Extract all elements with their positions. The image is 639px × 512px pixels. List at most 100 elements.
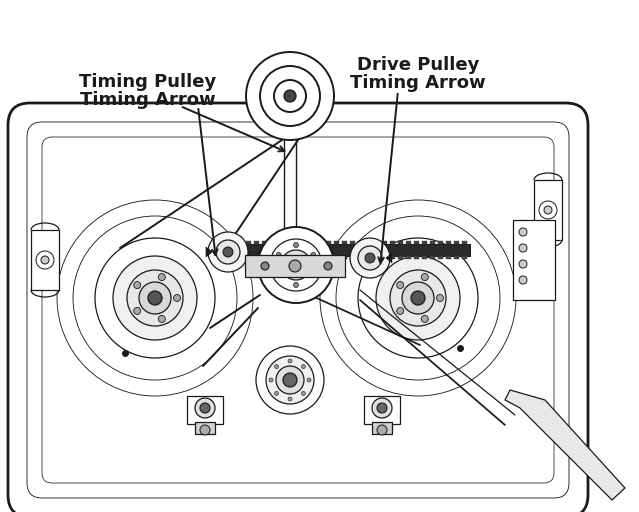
Bar xyxy=(246,241,251,244)
Bar xyxy=(214,241,219,244)
Circle shape xyxy=(390,270,446,326)
Bar xyxy=(262,256,267,259)
Circle shape xyxy=(372,398,392,418)
Circle shape xyxy=(256,346,324,414)
Text: Timing Pulley: Timing Pulley xyxy=(79,73,217,91)
Circle shape xyxy=(158,315,166,323)
Bar xyxy=(350,241,355,244)
Circle shape xyxy=(421,315,428,323)
Circle shape xyxy=(302,392,305,395)
Circle shape xyxy=(519,260,527,268)
Bar xyxy=(358,256,363,259)
Bar xyxy=(372,422,392,434)
Circle shape xyxy=(134,282,141,289)
Bar xyxy=(454,241,459,244)
Bar xyxy=(310,241,315,244)
Bar xyxy=(366,241,371,244)
Circle shape xyxy=(284,90,296,102)
Circle shape xyxy=(134,307,141,314)
Circle shape xyxy=(293,243,298,247)
Circle shape xyxy=(350,238,390,278)
Circle shape xyxy=(158,273,166,281)
Bar xyxy=(31,230,59,290)
Bar xyxy=(278,256,283,259)
Bar xyxy=(430,241,435,244)
Circle shape xyxy=(41,256,49,264)
Circle shape xyxy=(174,294,180,302)
Circle shape xyxy=(397,307,404,314)
Bar xyxy=(390,256,395,259)
Circle shape xyxy=(200,403,210,413)
Circle shape xyxy=(519,276,527,284)
Circle shape xyxy=(208,232,248,272)
Circle shape xyxy=(200,425,210,435)
Circle shape xyxy=(544,206,552,214)
Bar xyxy=(294,241,299,244)
Bar xyxy=(302,241,307,244)
Bar xyxy=(364,396,400,424)
Bar xyxy=(350,256,355,259)
Bar xyxy=(238,256,243,259)
FancyBboxPatch shape xyxy=(8,103,588,512)
Bar xyxy=(446,241,451,244)
Bar xyxy=(438,256,443,259)
Circle shape xyxy=(358,246,382,270)
Bar xyxy=(212,244,470,256)
Bar xyxy=(342,241,347,244)
Bar xyxy=(187,396,223,424)
Bar xyxy=(422,256,427,259)
Circle shape xyxy=(324,262,332,270)
Circle shape xyxy=(377,425,387,435)
Circle shape xyxy=(127,270,183,326)
Circle shape xyxy=(289,260,301,272)
Bar xyxy=(222,256,227,259)
Circle shape xyxy=(290,259,302,271)
Circle shape xyxy=(402,282,434,314)
Circle shape xyxy=(274,80,306,112)
Bar xyxy=(302,256,307,259)
Bar xyxy=(294,256,299,259)
Bar xyxy=(454,256,459,259)
Circle shape xyxy=(539,201,557,219)
Bar xyxy=(230,256,235,259)
Circle shape xyxy=(270,239,322,291)
Text: Timing Arrow: Timing Arrow xyxy=(80,91,216,109)
Circle shape xyxy=(216,240,240,264)
Circle shape xyxy=(269,378,273,382)
Bar xyxy=(334,241,339,244)
Bar xyxy=(318,241,323,244)
Bar xyxy=(446,256,451,259)
Polygon shape xyxy=(206,247,212,257)
Circle shape xyxy=(113,256,197,340)
Bar xyxy=(254,256,259,259)
Circle shape xyxy=(139,282,171,314)
Bar xyxy=(534,180,562,240)
Text: Timing Arrow: Timing Arrow xyxy=(350,74,486,92)
Circle shape xyxy=(397,282,404,289)
Polygon shape xyxy=(0,0,18,18)
Bar xyxy=(422,241,427,244)
Bar xyxy=(406,256,411,259)
Circle shape xyxy=(195,398,215,418)
Circle shape xyxy=(519,244,527,252)
Circle shape xyxy=(288,359,292,363)
Circle shape xyxy=(293,283,298,288)
Circle shape xyxy=(266,356,314,404)
Bar xyxy=(342,256,347,259)
Bar xyxy=(462,256,467,259)
Bar xyxy=(310,256,315,259)
Bar xyxy=(398,241,403,244)
Bar xyxy=(195,422,215,434)
Bar xyxy=(230,241,235,244)
Circle shape xyxy=(283,373,297,387)
Bar xyxy=(278,241,283,244)
Circle shape xyxy=(436,294,443,302)
Bar xyxy=(326,256,331,259)
Bar xyxy=(222,241,227,244)
Bar xyxy=(326,241,331,244)
Circle shape xyxy=(421,273,428,281)
Circle shape xyxy=(275,365,279,369)
Bar xyxy=(214,256,219,259)
Circle shape xyxy=(276,272,281,278)
Circle shape xyxy=(260,66,320,126)
